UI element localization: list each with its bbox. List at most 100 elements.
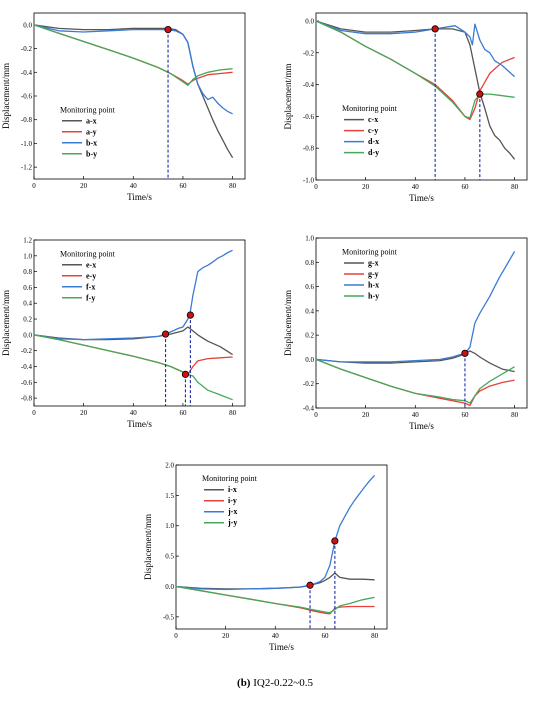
legend-label: d-x (368, 137, 379, 146)
x-tick-label: 60 (179, 182, 187, 190)
x-tick-label: 0 (314, 183, 318, 191)
series-line-h-y (316, 359, 515, 403)
failure-point-marker (332, 538, 338, 544)
panel-gh: 0 20 40 60 80 1.0 0.8 0.6 0.4 0.2 0.0 -0.2 -0.4 Time/… (283, 235, 527, 432)
caption-label: (b) (237, 677, 250, 689)
y-tick-label: 0.0 (23, 21, 32, 29)
x-tick-label: 0 (314, 411, 318, 419)
x-axis-label: Time/s (409, 421, 434, 431)
failure-point-marker (462, 350, 468, 356)
x-tick-label: 40 (130, 182, 138, 190)
y-tick-label: 1.0 (23, 252, 32, 260)
plot-frame (316, 13, 527, 180)
y-tick-label: -0.2 (303, 380, 315, 388)
x-tick-label: 0 (32, 182, 36, 190)
y-tick-label: -1.2 (21, 164, 33, 172)
x-tick-label: 40 (272, 632, 280, 640)
y-tick-label: 0.0 (165, 583, 174, 591)
legend-label: e-y (86, 271, 96, 280)
panel-ij: 0 20 40 60 80 2.0 1.5 1.0 0.5 0.0 -0.5 Time/s Displa… (143, 462, 387, 653)
legend-label: h-y (368, 292, 379, 301)
x-tick-label: 80 (371, 632, 379, 640)
x-tick-label: 20 (80, 409, 88, 417)
failure-point-marker (307, 582, 313, 588)
y-tick-label: 0.8 (23, 268, 32, 276)
y-axis-label: Displacement/mm (1, 290, 11, 356)
y-tick-label: 1.2 (23, 237, 32, 245)
y-tick-label: 0.4 (23, 300, 32, 308)
y-tick-label: 0.0 (305, 356, 314, 364)
series-line-c-x (316, 21, 515, 159)
legend-label: g-y (368, 270, 379, 279)
x-tick-label: 20 (80, 182, 88, 190)
y-tick-label: -0.6 (21, 379, 33, 387)
series-line-f-x (34, 250, 233, 339)
y-tick-label: 0.8 (305, 259, 314, 267)
series-line-i-x (176, 573, 375, 589)
y-tick-label: -0.6 (21, 93, 33, 101)
legend-title: Monitoring point (342, 248, 398, 257)
y-tick-label: 1.0 (305, 235, 314, 243)
x-tick-label: 80 (511, 183, 519, 191)
y-tick-label: 1.0 (165, 522, 174, 530)
y-tick-label: -0.2 (303, 49, 315, 57)
y-tick-label: -0.4 (21, 69, 33, 77)
failure-point-marker (187, 312, 193, 318)
y-tick-label: -0.4 (303, 81, 315, 89)
y-tick-label: -0.8 (21, 395, 33, 403)
panel-cd: 0 20 40 60 80 0.0 -0.2 -0.4 -0.6 -0.8 -1.0 Time/s Di… (283, 13, 527, 203)
panel-ab: 0 20 40 60 80 0.0 -0.2 -0.4 -0.6 -0.8 -1.0 -1.2 Time… (1, 13, 245, 202)
legend-label: a-y (86, 127, 97, 136)
series-line-i-y (176, 587, 375, 614)
x-tick-label: 80 (229, 409, 237, 417)
failure-point-marker (477, 91, 483, 97)
legend-label: c-y (368, 126, 378, 135)
legend-title: Monitoring point (60, 249, 116, 258)
legend-label: d-y (368, 148, 379, 157)
legend-label: h-x (368, 281, 379, 290)
x-tick-label: 20 (362, 183, 370, 191)
x-tick-label: 80 (229, 182, 237, 190)
legend-label: c-x (368, 115, 378, 124)
series-line-a-x (34, 25, 233, 158)
x-tick-label: 60 (179, 409, 187, 417)
y-tick-label: -0.2 (21, 347, 33, 355)
legend-label: j-x (227, 507, 237, 516)
y-tick-label: -1.0 (21, 140, 33, 148)
figure-caption: (b) IQ2-0.22~0.5 (0, 677, 550, 689)
failure-point-marker (162, 331, 168, 337)
x-axis-label: Time/s (127, 192, 152, 202)
failure-point-marker (432, 26, 438, 32)
legend-label: f-y (86, 293, 95, 302)
y-tick-label: 2.0 (165, 462, 174, 470)
x-tick-label: 40 (412, 183, 420, 191)
x-tick-label: 60 (461, 183, 469, 191)
x-tick-label: 0 (32, 409, 36, 417)
failure-point-marker (182, 371, 188, 377)
failure-point-marker (165, 26, 171, 32)
legend-label: b-y (86, 149, 97, 158)
x-tick-label: 20 (362, 411, 370, 419)
y-tick-label: -0.8 (21, 116, 33, 124)
x-tick-label: 40 (130, 409, 138, 417)
series-line-a-y (34, 25, 233, 84)
y-tick-label: 0.4 (305, 307, 314, 315)
y-tick-label: 0.6 (305, 283, 314, 291)
y-tick-label: 0.6 (23, 284, 32, 292)
y-tick-label: -0.5 (163, 613, 175, 621)
series-line-h-x (316, 251, 515, 362)
x-tick-label: 40 (412, 411, 420, 419)
x-tick-label: 20 (222, 632, 230, 640)
legend-title: Monitoring point (202, 474, 258, 483)
y-axis-label: Displacement/mm (143, 514, 153, 580)
series-line-j-x (176, 475, 375, 589)
caption-text: IQ2-0.22~0.5 (253, 677, 313, 689)
legend-label: j-y (227, 518, 237, 527)
x-tick-label: 60 (461, 411, 469, 419)
y-tick-label: 0.0 (305, 17, 314, 25)
x-axis-label: Time/s (409, 193, 434, 203)
legend-label: i-y (228, 496, 237, 505)
series-line-j-y (176, 587, 375, 613)
y-tick-label: 0.2 (305, 332, 314, 340)
